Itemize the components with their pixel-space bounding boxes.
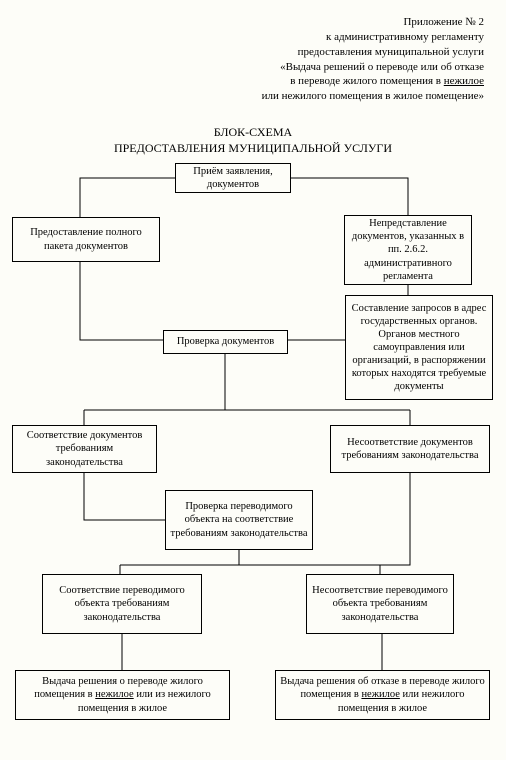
header-line: в переводе жилого помещения в нежилое <box>262 74 484 89</box>
diagram-title: БЛОК-СХЕМА ПРЕДОСТАВЛЕНИЯ МУНИЦИПАЛЬНОЙ … <box>0 125 506 156</box>
node-text: Выдача решения об отказе в переводе жило… <box>280 675 485 714</box>
node-full-package: Предоставление полного пакета документов <box>12 217 160 262</box>
node-text: Выдача решения о переводе жилого помещен… <box>20 675 225 714</box>
node-decision-approve: Выдача решения о переводе жилого помещен… <box>15 670 230 720</box>
node-object-noncompliant: Несоответствие переводимого объекта треб… <box>306 574 454 634</box>
header-line: предоставления муниципальной услуги <box>262 45 484 60</box>
header-line: Приложение № 2 <box>262 15 484 30</box>
node-compose-requests: Составление запросов в адрес государстве… <box>345 295 493 400</box>
node-missing-docs: Непредставление документов, указанных в … <box>344 215 472 285</box>
node-intake: Приём заявления, документов <box>175 163 291 193</box>
header-line: или нежилого помещения в жилое помещение… <box>262 89 484 104</box>
node-object-compliant: Соответствие переводимого объекта требов… <box>42 574 202 634</box>
header-line: «Выдача решений о переводе или об отказе <box>262 60 484 75</box>
document-header: Приложение № 2 к административному регла… <box>262 15 484 104</box>
title-line: ПРЕДОСТАВЛЕНИЯ МУНИЦИПАЛЬНОЙ УСЛУГИ <box>0 141 506 157</box>
title-line: БЛОК-СХЕМА <box>0 125 506 141</box>
node-check-object: Проверка переводимого объекта на соответ… <box>165 490 313 550</box>
node-docs-compliant: Соответствие документов требованиям зако… <box>12 425 157 473</box>
node-docs-noncompliant: Несоответствие документов требованиям за… <box>330 425 490 473</box>
header-line: к административному регламенту <box>262 30 484 45</box>
node-check-docs: Проверка документов <box>163 330 288 354</box>
node-decision-reject: Выдача решения об отказе в переводе жило… <box>275 670 490 720</box>
